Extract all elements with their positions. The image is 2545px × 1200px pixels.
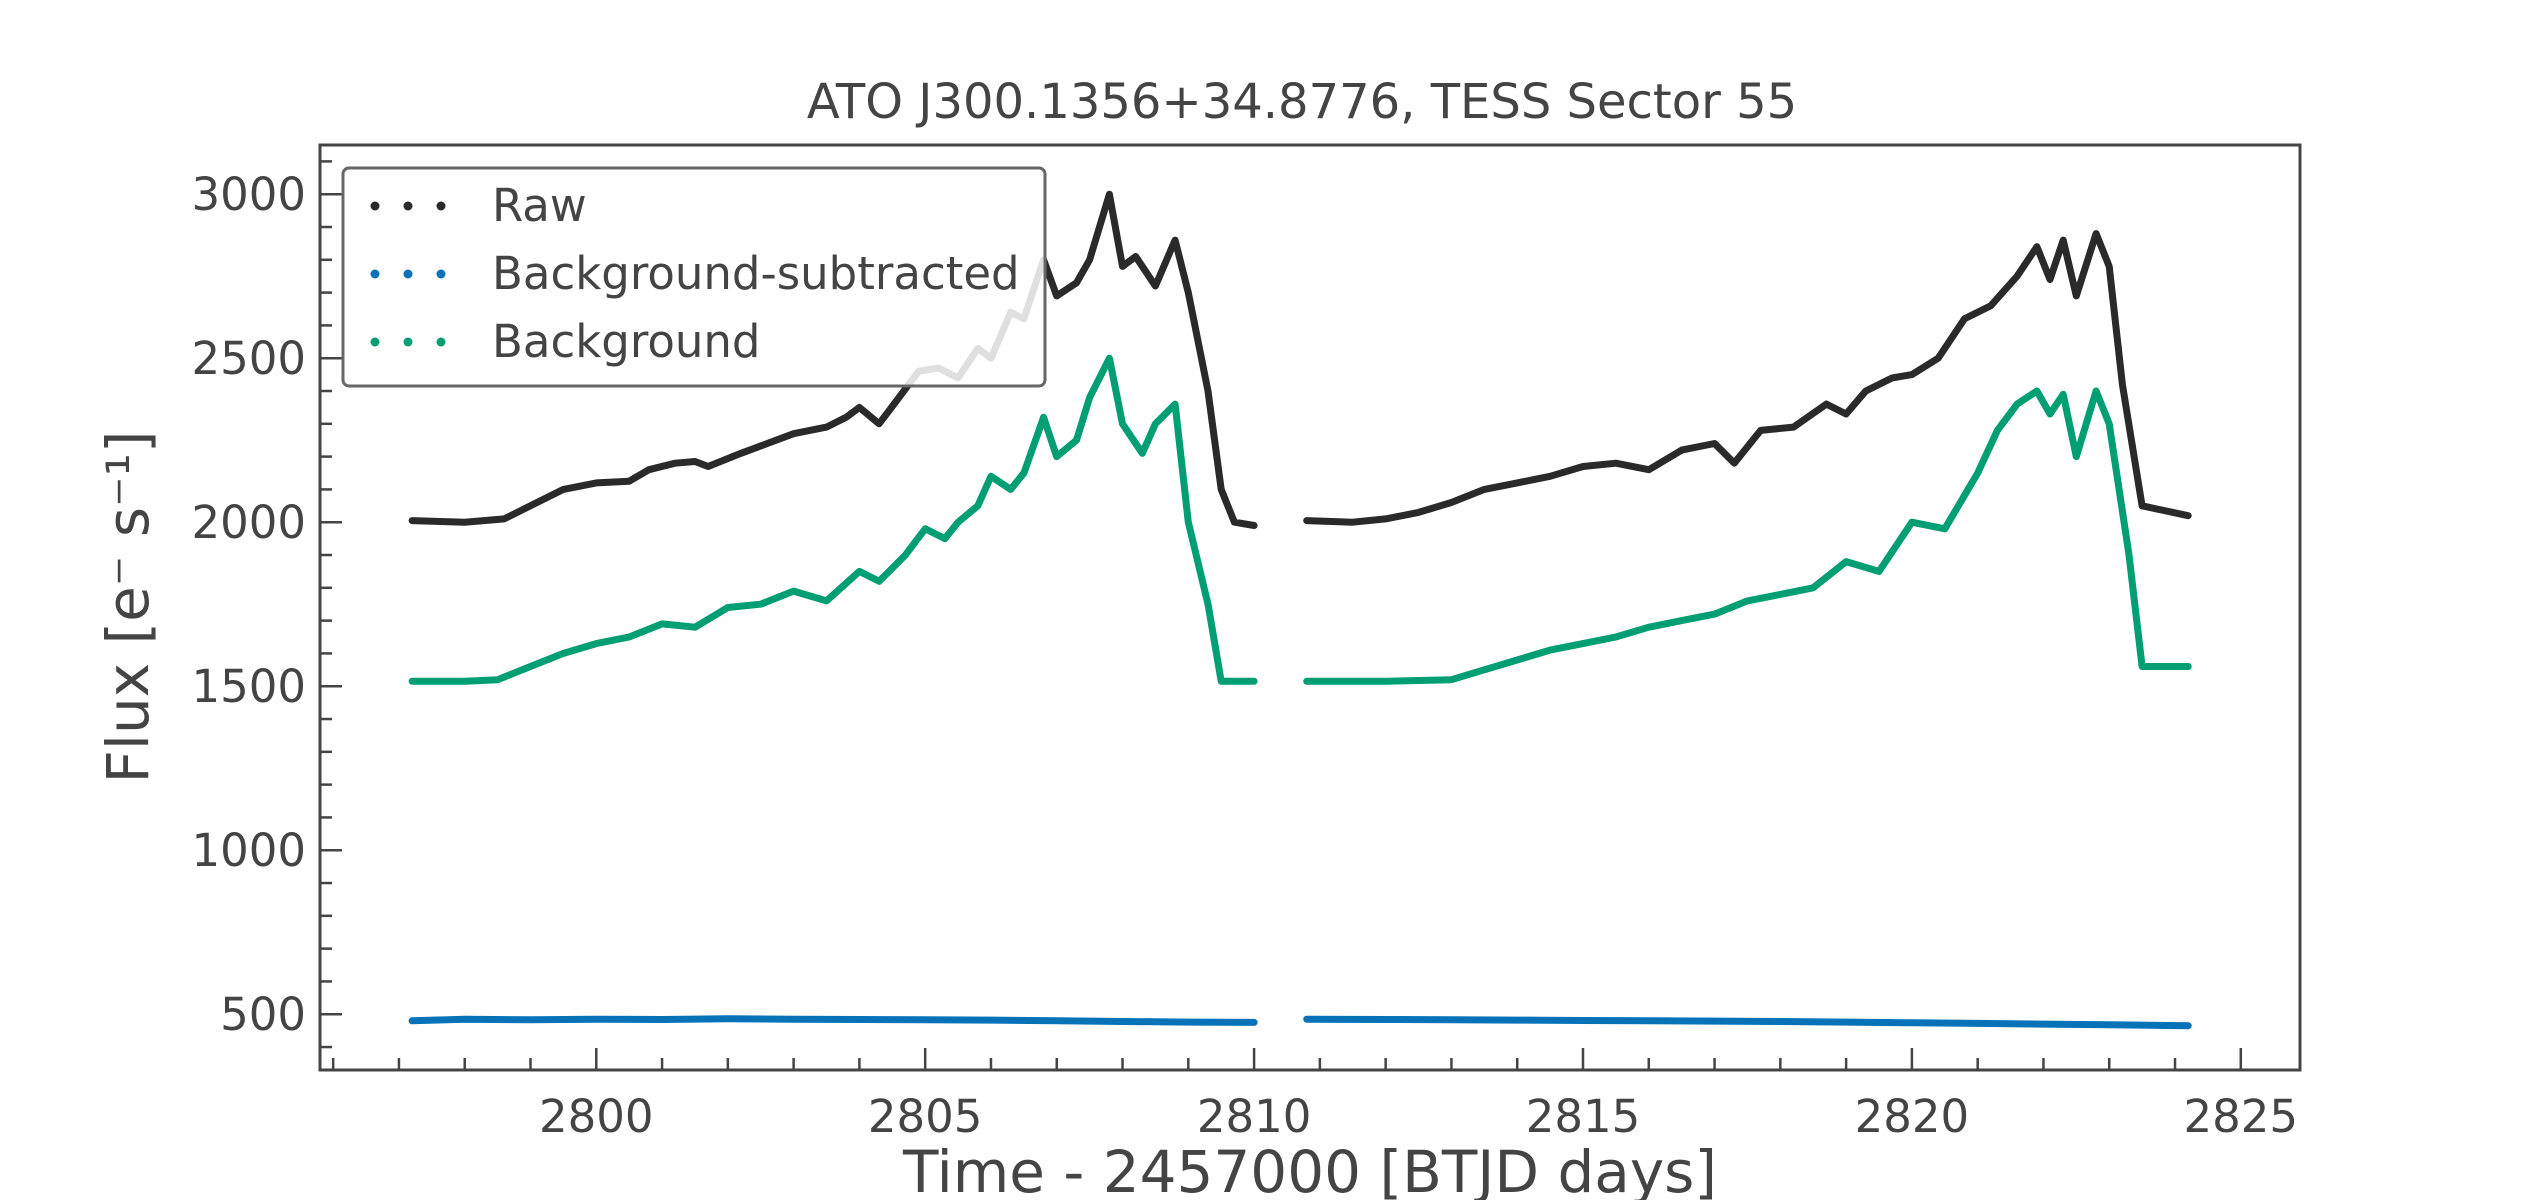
x-axis-label: Time - 2457000 [BTJD days]	[902, 1138, 1717, 1200]
y-tick-label: 1000	[191, 824, 306, 877]
y-axis-label: Flux [e⁻ s⁻¹]	[94, 430, 162, 783]
legend-marker	[436, 269, 446, 279]
legend-label: Background-subtracted	[492, 247, 1020, 300]
legend-label: Background	[492, 315, 760, 368]
legend-box	[341, 166, 1047, 388]
legend-marker	[403, 201, 413, 211]
series-background-subtracted-segment-2	[408, 1015, 1258, 1026]
series-background-subtracted-segment-3	[1303, 1015, 2192, 1030]
x-tick-label: 2820	[1855, 1090, 1970, 1143]
legend: Raw Background-subtracted Background	[341, 166, 1047, 388]
legend-marker	[370, 269, 380, 279]
y-tick-label: 2000	[191, 496, 306, 549]
x-tick-label: 2815	[1526, 1090, 1641, 1143]
series-background-segment-5	[1303, 387, 2192, 685]
chart-title: ATO J300.1356+34.8776, TESS Sector 55	[807, 74, 1797, 130]
series-raw-segment-1	[1303, 230, 2192, 526]
y-tick-label: 3000	[191, 168, 306, 221]
legend-marker	[370, 337, 380, 347]
x-tick-label: 2810	[1197, 1090, 1312, 1143]
legend-marker	[436, 201, 446, 211]
plot-marks	[408, 190, 2192, 1030]
x-tick-label: 2805	[868, 1090, 983, 1143]
y-tick-label: 1500	[191, 660, 306, 713]
x-tick-label: 2800	[539, 1090, 654, 1143]
axes: 2800 2805 2810 2815 2820 2825 500 1000 1500 2000 2…	[191, 160, 2299, 1143]
series-background-segment-4	[408, 354, 1258, 685]
y-tick-label: 2500	[191, 332, 306, 385]
legend-marker	[436, 337, 446, 347]
legend-marker	[370, 201, 380, 211]
legend-marker	[403, 337, 413, 347]
legend-label: Raw	[492, 179, 587, 232]
y-tick-label: 500	[220, 988, 306, 1041]
legend-marker	[403, 269, 413, 279]
x-tick-label: 2825	[2184, 1090, 2299, 1143]
plot-frame	[318, 143, 2302, 1072]
